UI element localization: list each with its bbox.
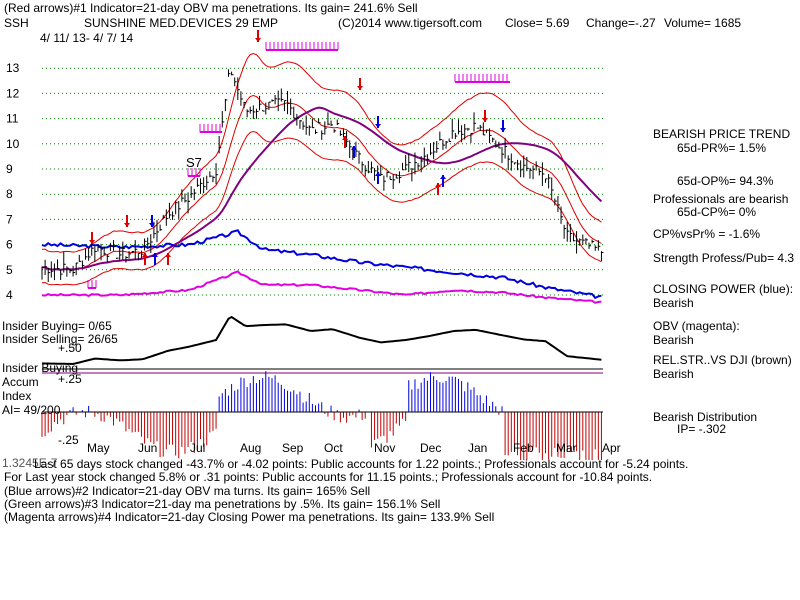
cpvspr-value: CP%vsPr% = -1.6% <box>653 227 761 241</box>
obv-line <box>41 270 602 304</box>
blue-arrow-6-head <box>152 253 158 257</box>
red-arrow-7-head <box>142 253 148 257</box>
distribution-label: Bearish Distribution <box>653 410 758 424</box>
change-value: Change=-.27 <box>586 16 656 30</box>
month-label-jul: Jul <box>190 441 205 455</box>
accum-tick-2: -.25 <box>58 433 79 447</box>
date-range: 4/ 11/ 13- 4/ 7/ 14 <box>40 31 134 45</box>
month-labels: May Jun Jul Aug Sep Oct Nov Dec Jan Feb Mar Apr <box>87 441 621 455</box>
accum-tick-1: +.25 <box>58 372 82 386</box>
relstr-status: Bearish <box>653 367 694 381</box>
ip-value: IP= -.302 <box>677 422 727 436</box>
signal-arrows <box>87 30 510 289</box>
price-tick-12: 12 <box>6 86 20 100</box>
price-tick-8: 8 <box>6 187 13 201</box>
s7-annotation: S7 <box>186 155 202 170</box>
copyright: (C)2014 www.tigersoft.com <box>338 16 483 30</box>
price-chart: 13 12 11 10 9 8 7 6 5 4 May Jun Jul Aug Sep Oct Nov Dec J… <box>6 30 621 460</box>
insider-selling-count: Insider Selling= 26/65 <box>2 332 118 346</box>
month-label-dec: Dec <box>420 441 441 455</box>
red-arrow-1-head <box>124 223 130 227</box>
ticker-symbol: SSH <box>4 16 29 30</box>
month-label-jan: Jan <box>468 441 487 455</box>
footer-line-1: Last 65 days stock changed -43.7% or -4.… <box>34 457 689 471</box>
accum-axis-ticks: +.50 +.25 -.25 <box>58 341 82 447</box>
price-tick-10: 10 <box>6 137 20 151</box>
month-label-jun: Jun <box>138 441 157 455</box>
relative-strength-line <box>41 315 602 366</box>
obv-status: Bearish <box>653 333 694 347</box>
obv-label: OBV (magenta): <box>653 319 740 333</box>
insider-buying-count: Insider Buying= 0/65 <box>2 319 112 333</box>
closing-power-status: Bearish <box>653 296 694 310</box>
closing-power-label: CLOSING POWER (blue): <box>653 282 794 296</box>
blue-arrow-3-head <box>351 146 357 150</box>
blue-arrow-5-head <box>440 175 446 179</box>
price-tick-11: 11 <box>6 112 19 126</box>
red-arrow-6-head <box>435 183 441 187</box>
price-axis-ticks: 13 12 11 10 9 8 7 6 5 4 <box>6 61 20 302</box>
footer-line-2: For Last year stock changed 5.8% or .31 … <box>4 470 653 484</box>
month-label-feb: Feb <box>513 441 534 455</box>
red-arrow-2-head <box>255 38 261 42</box>
pros-bearish: Professionals are bearish <box>653 192 789 206</box>
ma-21-line <box>41 94 602 271</box>
red-arrow-3-head <box>357 86 363 90</box>
price-tick-5: 5 <box>6 263 13 277</box>
footer-line-5: (Magenta arrows)#4 Indicator=21-day Clos… <box>4 510 495 524</box>
month-label-aug: Aug <box>240 441 261 455</box>
accum-label: Accum <box>2 375 39 389</box>
red-arrow-0-head <box>89 240 95 244</box>
cp-value: 65d-CP%= 0% <box>677 205 757 219</box>
price-grid <box>42 67 603 296</box>
month-label-sep: Sep <box>282 441 304 455</box>
upper-band <box>41 52 602 253</box>
footer-overlap-number: 1.3245E-7 <box>2 456 58 470</box>
month-label-apr: Apr <box>602 441 621 455</box>
blue-arrow-1-head <box>375 124 381 128</box>
red-arrow-5-head <box>342 136 348 140</box>
accum-histogram <box>41 371 603 460</box>
price-tick-4: 4 <box>6 288 13 302</box>
blue-arrow-4-head <box>375 172 381 176</box>
price-tick-9: 9 <box>6 162 13 176</box>
strength-value: Strength Profess/Pub= 4.3 <box>653 251 795 265</box>
relstr-label: REL.STR..VS DJI (brown) <box>653 353 792 367</box>
month-label-nov: Nov <box>374 441 395 455</box>
footer-line-3: (Blue arrows)#2 Indicator=21-day OBV ma … <box>4 484 371 498</box>
lower-band <box>41 130 602 286</box>
trend-title: BEARISH PRICE TREND <box>653 127 791 141</box>
price-tick-13: 13 <box>6 61 20 75</box>
blue-arrow-2-head <box>500 128 506 132</box>
footer-line-4: (Green arrows)#3 Indicator=21-day ma pen… <box>4 497 441 511</box>
indicator-1-line: (Red arrows)#1 Indicator=21-day OBV ma p… <box>4 1 418 15</box>
pr-value: 65d-PR%= 1.5% <box>677 141 767 155</box>
price-tick-7: 7 <box>6 212 13 226</box>
price-bars <box>41 69 604 283</box>
company-name: SUNSHINE MED.DEVICES 29 EMP <box>84 16 279 30</box>
op-value: 65d-OP%= 94.3% <box>677 174 774 188</box>
accum-tick-0: +.50 <box>58 341 82 355</box>
index-label: Index <box>2 389 32 403</box>
ai-value: AI= 49/200 <box>2 403 61 417</box>
month-label-may: May <box>87 441 110 455</box>
red-arrow-4-head <box>482 118 488 122</box>
month-label-mar: Mar <box>556 441 577 455</box>
closing-power-line <box>41 229 602 300</box>
blue-arrow-0-head <box>149 223 155 227</box>
price-tick-6: 6 <box>6 238 13 252</box>
red-arrow-8-head <box>165 253 171 257</box>
volume-value: Volume= 1685 <box>664 16 742 30</box>
month-label-oct: Oct <box>324 441 343 455</box>
close-value: Close= 5.69 <box>505 16 570 30</box>
